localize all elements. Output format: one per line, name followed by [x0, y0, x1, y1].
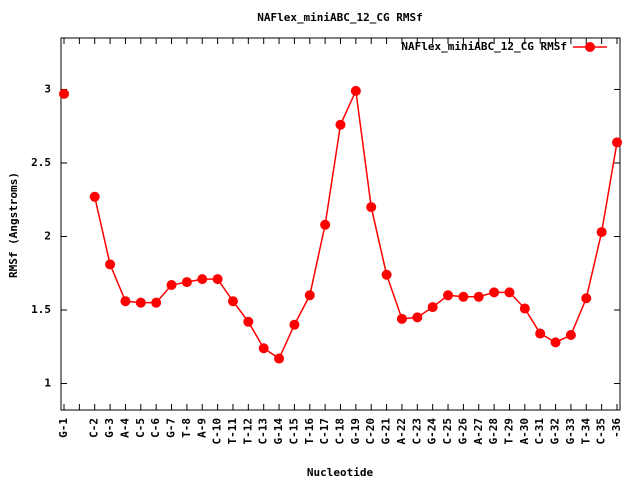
x-tick-label: T-8	[180, 418, 193, 438]
data-point	[105, 259, 116, 270]
data-point	[135, 297, 146, 308]
data-point	[197, 274, 208, 285]
x-tick-label: A-22	[395, 418, 408, 445]
x-tick-label: C-10	[211, 418, 224, 445]
legend-marker	[585, 42, 595, 52]
data-point	[535, 328, 546, 339]
x-tick-label: G-19	[349, 418, 362, 445]
x-tick-label: T-16	[303, 418, 316, 445]
x-tick-label: G-32	[549, 418, 562, 445]
x-tick-label: G-7	[165, 418, 178, 438]
data-point	[504, 287, 515, 298]
x-tick-label: G-3	[103, 418, 116, 438]
x-tick-label: C-25	[441, 418, 454, 445]
x-tick-label: G-1	[57, 418, 70, 438]
legend-label: NAFlex_miniABC_12_CG RMSf	[401, 40, 567, 53]
data-point	[550, 337, 561, 348]
x-tick-label: G-28	[487, 418, 500, 445]
x-tick-label: C-2	[88, 418, 101, 438]
x-axis-label: Nucleotide	[307, 466, 374, 479]
data-point	[381, 269, 392, 280]
x-tick-label: A-9	[195, 418, 208, 438]
x-tick-label: T-11	[226, 418, 239, 445]
x-tick-label: T-34	[579, 418, 592, 445]
x-tick-label: C-18	[334, 418, 347, 445]
data-point	[320, 219, 331, 230]
data-point	[366, 202, 377, 213]
x-tick-label: C-17	[318, 418, 331, 445]
x-tick-label: G-14	[272, 418, 285, 445]
y-axis-label: RMSf (Angstroms)	[7, 172, 20, 278]
data-point	[181, 277, 192, 288]
data-point	[258, 343, 269, 354]
x-tick-label: C-23	[410, 418, 423, 445]
data-point	[396, 313, 407, 324]
x-tick-label: C-31	[533, 418, 546, 445]
x-tick-label: C-35	[595, 418, 608, 445]
x-tick-label: A-4	[118, 418, 131, 438]
x-tick-label: C-6	[149, 418, 162, 438]
data-point	[243, 316, 254, 327]
y-tick-label: 2.5	[31, 156, 51, 169]
data-point	[565, 330, 576, 341]
x-tick-label: C-5	[134, 418, 147, 438]
data-point	[166, 280, 177, 291]
data-point	[335, 119, 346, 130]
y-tick-label: 2	[44, 229, 51, 242]
x-tick-label: C-15	[287, 418, 300, 445]
data-point	[612, 137, 622, 148]
data-point	[519, 303, 530, 314]
data-point	[227, 296, 238, 307]
data-point	[274, 353, 285, 364]
x-tick-label: G-24	[426, 418, 439, 445]
chart-title: NAFlex_miniABC_12_CG RMSf	[257, 11, 423, 24]
data-point	[427, 302, 438, 313]
data-point	[212, 274, 223, 285]
data-point	[289, 319, 300, 330]
data-point	[581, 293, 592, 304]
data-point	[412, 312, 423, 323]
data-point	[596, 227, 607, 238]
data-point	[304, 290, 315, 301]
data-point	[151, 297, 162, 308]
data-point	[443, 290, 454, 301]
x-tick-label: A-27	[472, 418, 485, 445]
data-point	[120, 296, 131, 307]
data-point	[89, 191, 100, 202]
data-point	[350, 85, 361, 96]
data-point	[458, 291, 469, 302]
data-point	[489, 287, 500, 298]
x-tick-label: A-30	[518, 418, 531, 445]
x-tick-label: -36	[610, 418, 623, 438]
y-tick-label: 1.5	[31, 303, 51, 316]
y-tick-label: 3	[44, 82, 51, 95]
x-tick-label: G-26	[456, 418, 469, 445]
x-tick-label: G-33	[564, 418, 577, 445]
x-tick-label: T-12	[241, 418, 254, 445]
data-point	[473, 291, 484, 302]
x-tick-label: C-20	[364, 418, 377, 445]
x-tick-label: T-29	[502, 418, 515, 445]
x-tick-label: G-21	[380, 418, 393, 445]
y-tick-label: 1	[44, 377, 51, 390]
data-point	[59, 88, 69, 99]
x-tick-label: C-13	[257, 418, 270, 445]
